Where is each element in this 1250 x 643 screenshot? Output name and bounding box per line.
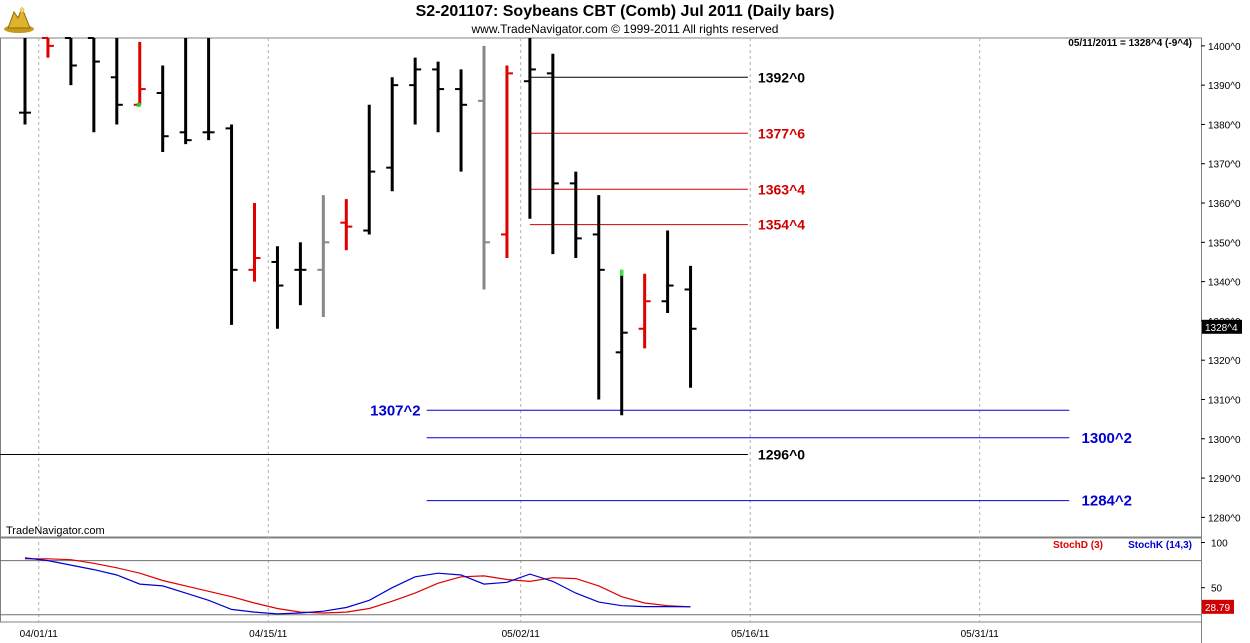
date-tick-label: 04/01/11 — [20, 629, 59, 640]
price-tick-label: 1320^0 — [1208, 356, 1241, 367]
price-readout: 05/11/2011 = 1328^4 (-9^4) — [1068, 38, 1192, 49]
date-tick-label: 04/15/11 — [249, 629, 288, 640]
stochastic-panel-border — [0, 537, 1202, 623]
date-tick-label: 05/31/11 — [961, 629, 1000, 640]
ohlc-bar — [133, 41, 146, 106]
chart-title: S2-201107: Soybeans CBT (Comb) Jul 2011 … — [415, 3, 835, 20]
ohlc-bar — [225, 124, 238, 325]
watermark: TradeNavigator.com — [6, 525, 105, 537]
level-label: 1284^2 — [1082, 493, 1132, 510]
trade-navigator-logo-icon — [2, 4, 36, 34]
price-levels: 1392^0 1377^6 1363^4 1354^4 1307^2 1300^2 1296… — [0, 69, 1132, 510]
ohlc-bar — [271, 246, 284, 329]
level-label: 1377^6 — [758, 125, 805, 141]
last-price-tag-bg — [1202, 319, 1242, 334]
stoch-tick-label: 100 — [1211, 539, 1228, 550]
level-label: 1392^0 — [758, 69, 805, 85]
stochastic-panel: 100 50 StochD (3) StochK (14,3) 28.79 — [0, 539, 1234, 616]
stoch-tick-label: 50 — [1211, 584, 1223, 595]
ohlc-bar — [202, 38, 215, 141]
ohlc-bar — [248, 203, 261, 282]
ohlc-bar — [684, 265, 697, 388]
price-tick-label: 1350^0 — [1208, 238, 1241, 249]
price-tick-label: 1360^0 — [1208, 199, 1241, 210]
last-price-tag: 1328^4 — [1205, 323, 1238, 334]
ohlc-bar — [340, 199, 353, 251]
price-tick-label: 1380^0 — [1208, 120, 1241, 131]
date-axis: 04/01/11 04/15/11 05/02/11 05/16/11 05/31/11 — [20, 629, 1000, 640]
ohlc-bar — [478, 45, 490, 290]
date-tick-label: 05/16/11 — [731, 629, 770, 640]
chart-gridlines — [38, 38, 981, 622]
ohlc-bar — [523, 38, 536, 219]
ohlc-bar — [179, 38, 192, 145]
level-label: 1363^4 — [758, 181, 805, 197]
ohlc-bar — [156, 65, 169, 152]
price-tick-label: 1370^0 — [1208, 160, 1241, 171]
price-tick-label: 1390^0 — [1208, 81, 1241, 92]
ohlc-bar — [386, 77, 399, 192]
ohlc-bar — [661, 230, 674, 314]
level-label: 1300^2 — [1082, 430, 1132, 447]
ohlc-bar — [455, 69, 468, 172]
ohlc-bar — [432, 61, 445, 133]
stoch-series-line — [25, 558, 691, 614]
level-label: 1296^0 — [758, 446, 805, 462]
price-tick-label: 1400^0 — [1208, 42, 1241, 53]
price-tick-label: 1300^0 — [1208, 435, 1241, 446]
ohlc-bar — [615, 269, 628, 416]
ohlc-bar — [64, 37, 77, 86]
ohlc-bar — [363, 104, 376, 235]
ohlc-bar — [546, 53, 559, 255]
ohlc-bar — [41, 37, 54, 58]
date-tick-label: 05/02/11 — [502, 629, 541, 640]
ohlc-bar — [409, 57, 422, 125]
stoch-series-line — [24, 557, 691, 615]
level-label: 1354^4 — [758, 217, 805, 233]
price-panel-border — [0, 37, 1202, 538]
price-tick-label: 1310^0 — [1208, 395, 1241, 406]
ohlc-bar — [569, 171, 582, 259]
price-axis: 1400^0 1390^0 1380^0 1370^0 1360^0 1350^0 1340… — [1201, 42, 1242, 524]
bar-highlight-mark — [620, 269, 624, 276]
ohlc-bar — [294, 242, 307, 306]
bar-highlight-mark — [136, 102, 141, 107]
ohlc-bar — [592, 195, 605, 400]
price-tick-label: 1340^0 — [1208, 278, 1241, 289]
ohlc-bar — [19, 38, 31, 125]
price-bars — [19, 37, 697, 416]
stoch-legend-k: StochK (14,3) — [1128, 540, 1192, 551]
stoch-legend-d: StochD (3) — [1053, 540, 1103, 551]
chart-frame — [0, 37, 1202, 643]
price-tick-label: 1280^0 — [1208, 513, 1241, 524]
stoch-last-value: 28.79 — [1205, 603, 1230, 614]
level-label: 1307^2 — [370, 402, 420, 419]
chart-subtitle: www.TradeNavigator.com © 1999-2011 All r… — [471, 22, 779, 36]
ohlc-bar — [500, 65, 513, 259]
price-tick-label: 1290^0 — [1208, 474, 1241, 485]
ohlc-bar — [317, 195, 330, 317]
ohlc-bar — [638, 273, 651, 349]
stoch-last-value-bg — [1202, 599, 1234, 614]
ohlc-bar — [87, 37, 100, 133]
ohlc-bar — [110, 38, 123, 125]
